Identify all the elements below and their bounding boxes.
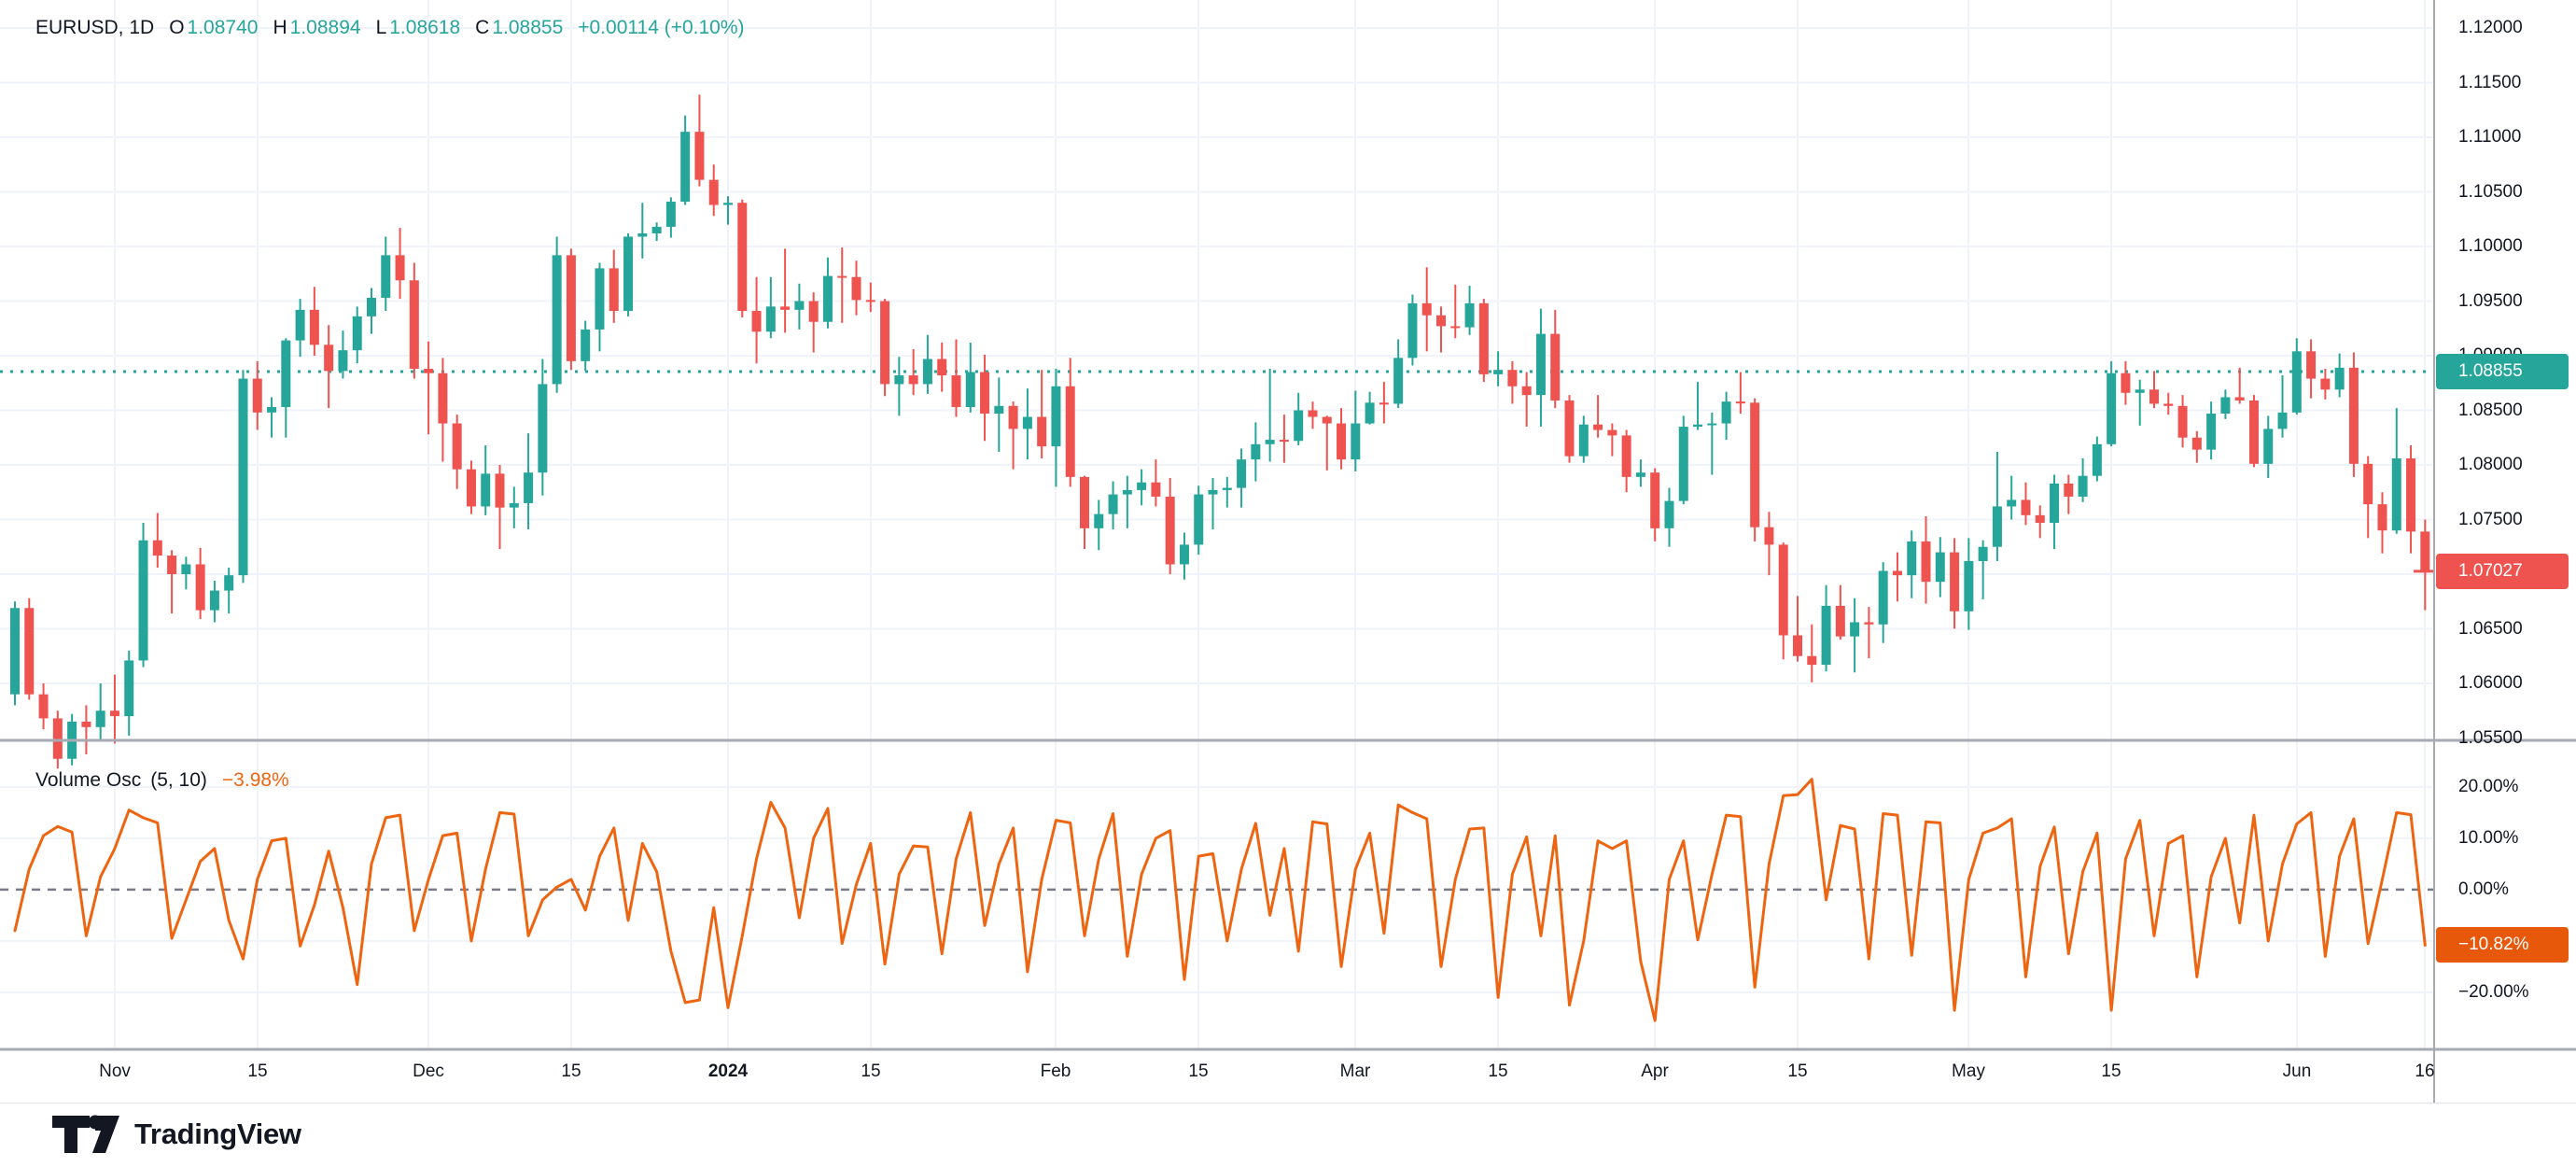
low-value: L 1.08618: [375, 17, 461, 38]
price-tick-label: 1.08000: [2458, 455, 2523, 474]
time-tick-label: Jun: [2282, 1062, 2312, 1081]
time-tick-label: 15: [247, 1062, 268, 1081]
time-tick-label: Apr: [1641, 1062, 1669, 1081]
change-value: +0.00114 (+0.10%): [578, 17, 745, 38]
volume-osc-legend[interactable]: Volume Osc (5, 10) −3.98%: [35, 767, 289, 794]
price-tick-label: 1.10500: [2458, 181, 2523, 202]
close-value: C 1.08855: [475, 17, 564, 38]
time-tick-label: 15: [2101, 1062, 2121, 1081]
osc-tick-label: 20.00%: [2458, 776, 2519, 796]
symbol-title[interactable]: EURUSD, 1D: [35, 17, 155, 38]
price-tick-label: 1.06000: [2458, 673, 2523, 693]
time-tick-label: 15: [561, 1062, 581, 1081]
price-tick-label: 1.10000: [2458, 236, 2523, 256]
close-line-price-badge: 1.08855: [2436, 354, 2569, 389]
price-tick-label: 1.11500: [2458, 72, 2522, 92]
tradingview-logo-icon[interactable]: [52, 1113, 121, 1156]
time-tick-label: 2024: [707, 1062, 749, 1081]
price-tick-label: 1.07500: [2458, 509, 2523, 529]
time-tick-label: Mar: [1339, 1062, 1371, 1081]
osc-tick-label: 10.00%: [2458, 827, 2519, 848]
osc-tick-label: −20.00%: [2458, 981, 2529, 1002]
price-tick-label: 1.09500: [2458, 290, 2523, 311]
osc-tick-label: 0.00%: [2458, 879, 2509, 899]
osc-title[interactable]: Volume Osc: [35, 769, 142, 791]
footer: TradingView: [52, 1113, 301, 1156]
high-value: H 1.08894: [273, 17, 361, 38]
time-tick-label: 15: [861, 1062, 881, 1081]
osc-current-value: −3.98%: [221, 769, 289, 791]
time-tick-label: Feb: [1040, 1062, 1071, 1081]
osc-value-badge: −10.82%: [2436, 927, 2569, 963]
footer-divider: [0, 1103, 2576, 1104]
time-tick-label: Dec: [413, 1062, 444, 1081]
price-tick-label: 1.08500: [2458, 400, 2523, 420]
last-price-badge: 1.07027: [2436, 554, 2569, 589]
osc-params: (5, 10): [150, 769, 207, 791]
open-value: O 1.08740: [169, 17, 259, 38]
time-tick-label: 15: [1188, 1062, 1209, 1081]
time-tick-label: 15: [1787, 1062, 1808, 1081]
price-tick-label: 1.12000: [2458, 18, 2523, 37]
tradingview-brand-text[interactable]: TradingView: [134, 1118, 301, 1150]
time-tick-label: Nov: [99, 1062, 131, 1081]
time-tick-label: May: [1952, 1062, 1985, 1081]
time-tick-label: 15: [1488, 1062, 1508, 1081]
price-tick-label: 1.06500: [2458, 618, 2523, 639]
price-tick-label: 1.05500: [2458, 727, 2523, 748]
time-tick-label: 16: [2415, 1062, 2435, 1081]
price-tick-label: 1.11000: [2458, 127, 2522, 147]
